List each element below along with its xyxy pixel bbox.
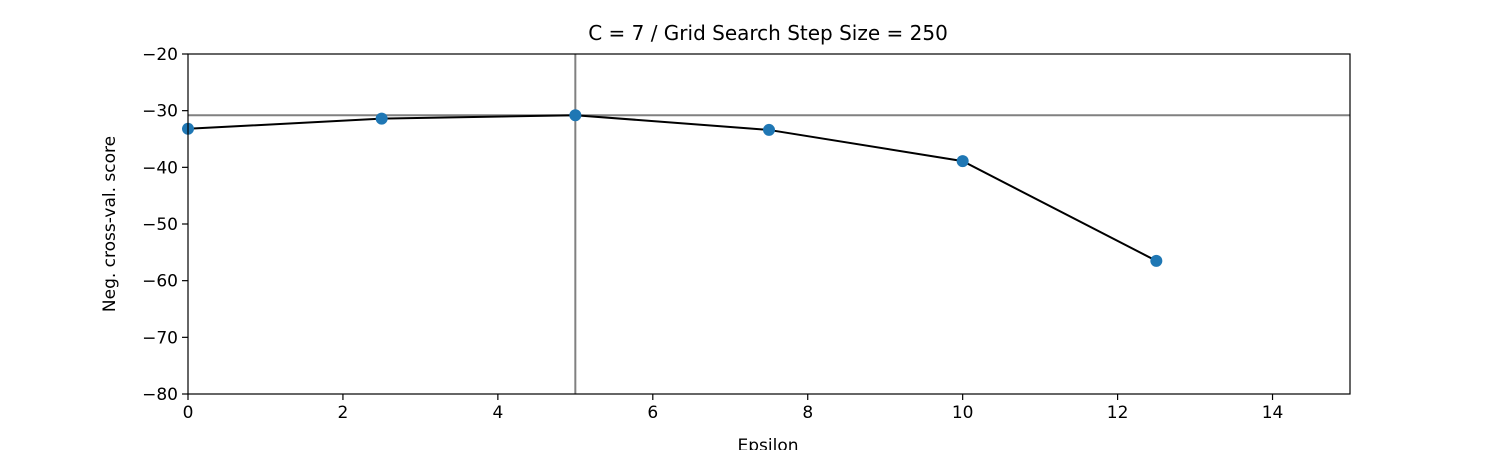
x-axis-ticks: 0 2 4 6 8 10 12 14 [183, 394, 1284, 423]
x-tick-label: 0 [183, 403, 194, 423]
data-series [182, 109, 1163, 267]
plot-frame [187, 53, 1351, 395]
x-tick-label: 12 [1107, 403, 1129, 423]
chart-title: C = 7 / Grid Search Step Size = 250 [588, 21, 948, 45]
y-axis-ticks: −20 −30 −40 −50 −60 −70 −80 [142, 45, 188, 405]
y-tick-label: −60 [142, 272, 178, 292]
y-tick-label: −40 [142, 158, 178, 178]
y-tick-label: −70 [142, 328, 178, 348]
x-tick-label: 2 [338, 403, 349, 423]
x-tick-label: 10 [952, 403, 974, 423]
y-tick-label: −50 [142, 215, 178, 235]
data-point [1150, 254, 1163, 267]
x-axis-label: Epsilon [737, 436, 798, 450]
data-point [569, 109, 582, 122]
x-tick-label: 6 [647, 403, 658, 423]
y-axis-label: Neg. cross-val. score [100, 136, 120, 312]
data-point [375, 112, 388, 125]
x-tick-label: 4 [492, 403, 503, 423]
y-tick-label: −20 [142, 45, 178, 65]
y-tick-label: −80 [142, 385, 178, 405]
data-point [956, 155, 969, 168]
y-tick-label: −30 [142, 102, 178, 122]
x-tick-label: 14 [1262, 403, 1284, 423]
reference-lines [188, 54, 1350, 394]
data-point [763, 123, 775, 136]
series-line [187, 114, 1157, 262]
x-tick-label: 8 [802, 403, 813, 423]
